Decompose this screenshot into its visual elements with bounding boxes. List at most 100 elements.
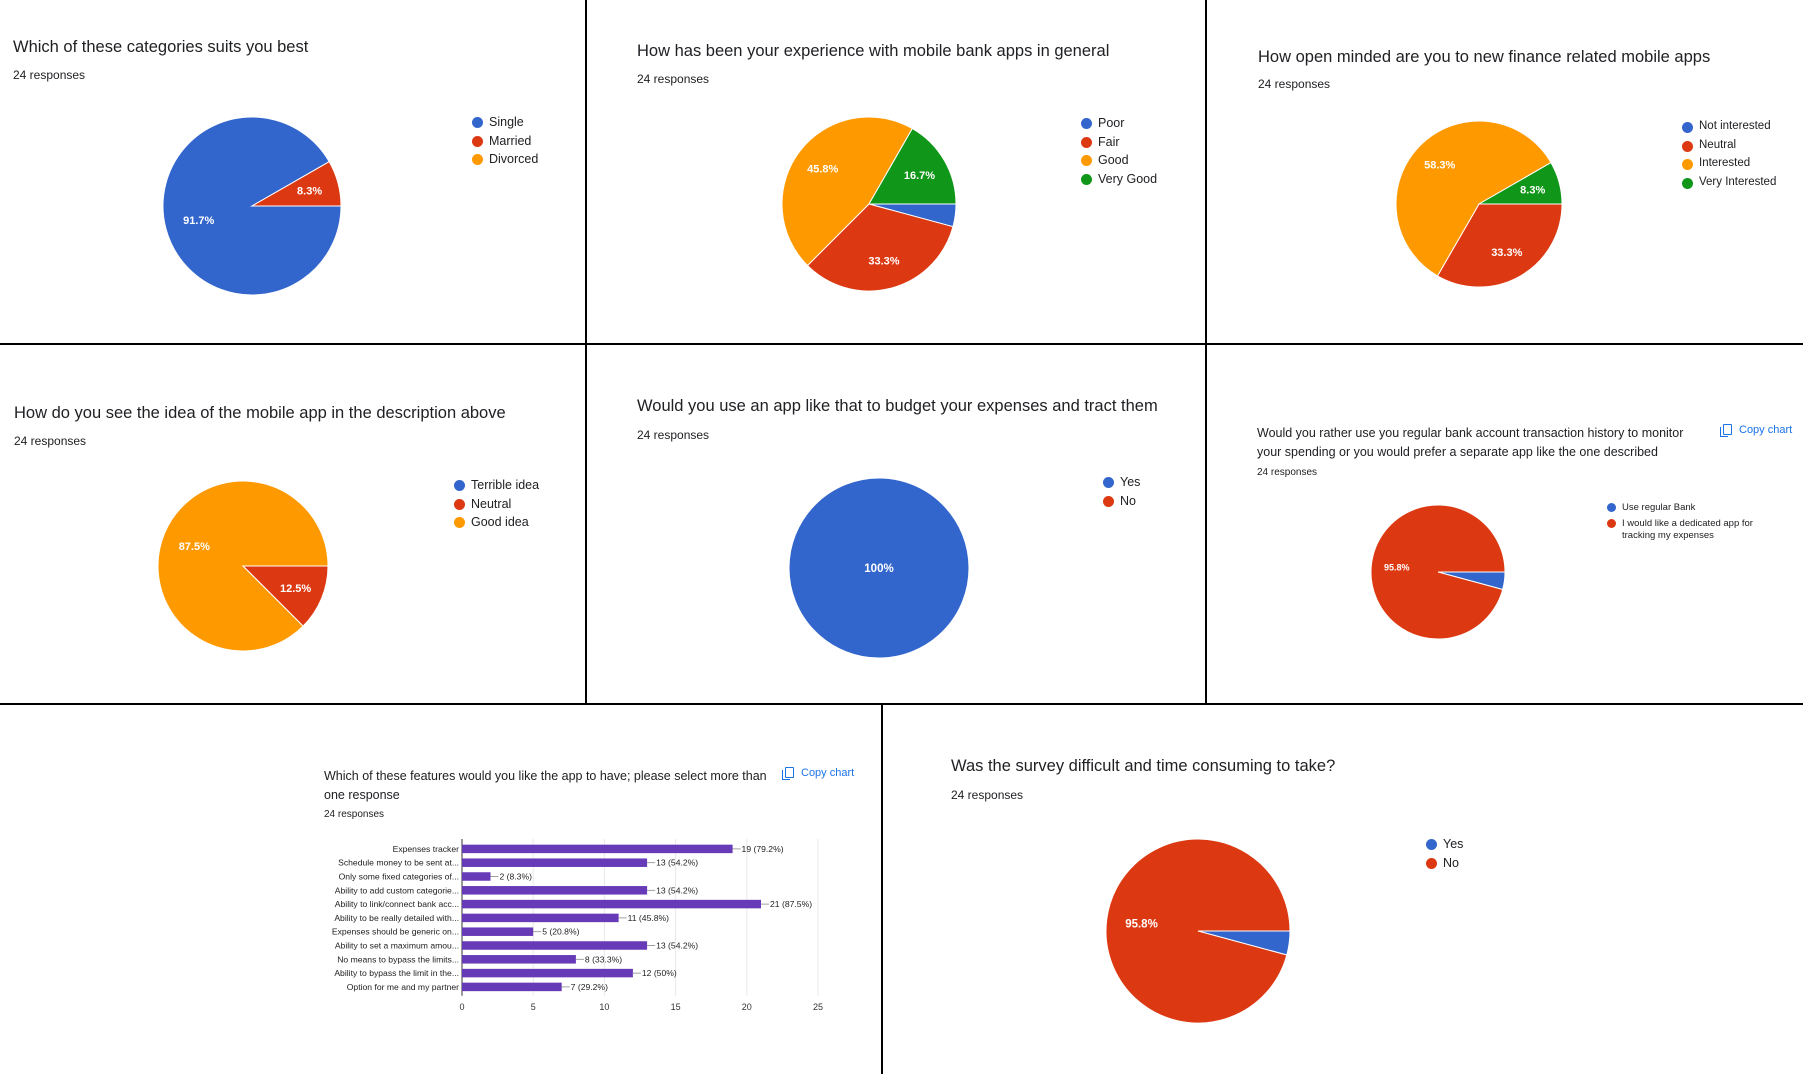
chart-legend: Yes No xyxy=(1426,837,1463,874)
pie-slice-neutral xyxy=(1436,203,1563,288)
legend-item: Interested xyxy=(1682,157,1776,176)
pie-slice-very-interested xyxy=(1477,161,1563,205)
chart-legend: Use regular Bank I would like a dedicated… xyxy=(1607,502,1787,546)
slice-label: 12.5% xyxy=(280,583,311,595)
bar-data-label: 11 (45.8%) xyxy=(628,913,670,923)
pie-chart: 95.8% xyxy=(1105,838,1291,1024)
legend-label: Very Interested xyxy=(1699,175,1777,188)
slice-label: 33.3% xyxy=(1491,247,1522,259)
bar-chart: 0 5 10 15 20 25 Expenses tracker 19 (79.2%) Sche… xyxy=(332,839,823,1012)
pie-slice-i-would-like-a-dedicated-app-f xyxy=(1370,504,1506,640)
legend-item: I would like a dedicated app for trackin… xyxy=(1607,518,1787,542)
bar xyxy=(462,968,633,978)
bar xyxy=(462,858,648,867)
legend-item: Divorced xyxy=(472,152,538,171)
panel-features: Which of these features would you like t… xyxy=(0,705,881,1074)
copy-icon xyxy=(782,767,794,780)
legend-swatch xyxy=(1103,477,1114,488)
legend-item: Use regular Bank xyxy=(1607,502,1787,514)
legend-swatch xyxy=(1682,159,1693,170)
slice-label: 16.7% xyxy=(904,170,935,182)
legend-label: Terrible idea xyxy=(471,478,540,492)
divider xyxy=(1205,0,1207,705)
bar-data-label: 13 (54.2%) xyxy=(656,885,698,895)
panel-app-idea: How do you see the idea of the mobile ap… xyxy=(0,345,585,703)
pie-slice-very-good xyxy=(868,127,957,205)
copy-chart-button[interactable]: Copy chart xyxy=(1720,424,1792,437)
response-count: 24 responses xyxy=(324,809,385,820)
slice-label: 8.3% xyxy=(1520,185,1545,197)
bar-data-label: 12 (50%) xyxy=(642,968,677,978)
chart-legend: Not interested Neutral Interested Very Inte… xyxy=(1682,120,1776,194)
legend-label: Good idea xyxy=(471,515,529,529)
legend-item: Poor xyxy=(1081,116,1157,135)
legend-label: Neutral xyxy=(471,496,512,511)
response-count: 24 responses xyxy=(637,72,710,86)
legend-label: Use regular Bank xyxy=(1622,502,1696,513)
legend-item: Good xyxy=(1081,153,1157,172)
bar xyxy=(462,844,733,854)
response-count: 24 responses xyxy=(1257,467,1318,478)
legend-label: Not interested xyxy=(1699,120,1771,132)
category-label: Only some fixed categories of... xyxy=(339,872,459,882)
pie-slice-fair xyxy=(806,203,954,292)
category-label: Ability to be really detailed with... xyxy=(334,913,459,923)
copy-chart-button[interactable]: Copy chart xyxy=(782,767,855,780)
chart-legend: Yes No xyxy=(1103,475,1140,512)
x-tick-label: 5 xyxy=(531,1002,536,1012)
category-label: Expenses tracker xyxy=(393,844,460,854)
chart-title: How open minded are you to new finance r… xyxy=(1258,48,1711,66)
legend-item: Neutral xyxy=(454,497,539,516)
pie-slice-yes xyxy=(788,477,970,659)
chart-title: Would you use an app like that to budget… xyxy=(637,397,1158,415)
legend-swatch xyxy=(1081,118,1092,129)
response-count: 24 responses xyxy=(637,428,710,442)
x-tick-label: 0 xyxy=(459,1002,464,1012)
legend-label: Fair xyxy=(1098,134,1120,149)
legend-label: Very Good xyxy=(1098,171,1158,186)
slice-label: 95.8% xyxy=(1384,563,1410,573)
x-tick-label: 20 xyxy=(742,1002,752,1012)
legend-item: Not interested xyxy=(1682,120,1776,139)
bar xyxy=(462,955,576,964)
chart-title: Which of these features would you like t… xyxy=(324,769,767,802)
bar-data-label: 2 (8.3%) xyxy=(499,872,532,882)
legend-swatch xyxy=(1081,155,1092,166)
legend-item: Yes xyxy=(1426,837,1463,856)
legend-item: Yes xyxy=(1103,475,1140,494)
bar-data-label: 7 (29.2%) xyxy=(571,982,608,992)
legend-item: No xyxy=(1103,494,1140,513)
copy-chart-label: Copy chart xyxy=(801,767,855,779)
slice-label: 8.3% xyxy=(297,186,322,198)
chart-title: How has been your experience with mobile… xyxy=(637,42,1110,60)
slice-label: 91.7% xyxy=(183,215,214,227)
legend-item: Very Interested xyxy=(1682,176,1776,195)
legend-item: No xyxy=(1426,856,1463,875)
legend-label: Poor xyxy=(1098,116,1125,130)
legend-label: Yes xyxy=(1443,837,1464,851)
pie-chart: 91.7% 8.3% xyxy=(162,116,342,296)
slice-label: 33.3% xyxy=(868,255,899,267)
legend-label: Divorced xyxy=(489,152,539,166)
bar xyxy=(462,899,761,909)
legend-item: Terrible idea xyxy=(454,478,539,497)
legend-swatch xyxy=(1682,177,1693,189)
panel-survey-difficulty: Was the survey difficult and time consum… xyxy=(883,705,1803,1074)
legend-swatch xyxy=(1607,503,1616,512)
chart-title: Was the survey difficult and time consum… xyxy=(951,757,1336,775)
legend-swatch xyxy=(1426,839,1437,850)
legend-label: Good xyxy=(1098,153,1129,167)
legend-item: Neutral xyxy=(1682,139,1776,158)
bar xyxy=(462,886,648,895)
category-label: Ability to set a maximum amou... xyxy=(335,941,459,951)
pie-slice-good xyxy=(781,116,914,267)
chart-title: Would you rather use you regular bank ac… xyxy=(1257,426,1684,459)
slice-label: 100% xyxy=(864,563,893,575)
legend-swatch xyxy=(472,117,483,128)
pie-chart: 95.8% xyxy=(1370,504,1506,640)
x-tick-label: 10 xyxy=(599,1002,609,1012)
divider xyxy=(881,705,883,1074)
divider xyxy=(585,0,587,705)
legend-item: Fair xyxy=(1081,135,1157,154)
legend-swatch xyxy=(1081,136,1092,148)
